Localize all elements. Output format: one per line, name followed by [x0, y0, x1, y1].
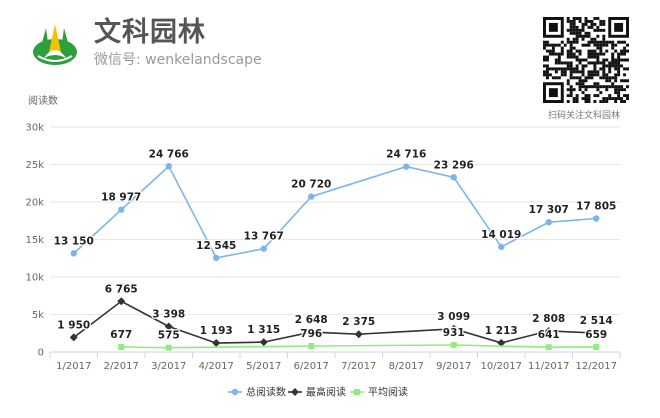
y-tick-label: 0: [38, 348, 44, 359]
y-tick-label: 20k: [25, 198, 44, 209]
data-point: [118, 343, 125, 350]
data-label: 20 720: [291, 179, 331, 191]
data-label: 931: [443, 327, 465, 339]
data-point: [545, 218, 552, 226]
data-label: 6 765: [105, 283, 138, 295]
y-tick-label: 10k: [25, 273, 44, 284]
data-point: [545, 344, 552, 351]
x-tick-label: 12/2017: [575, 361, 617, 372]
header: 文科园林 微信号: wenkelandscape 扫码关注文科园林: [0, 0, 660, 121]
data-point: [403, 163, 410, 170]
data-point: [308, 193, 315, 200]
series-line-0: [73, 165, 597, 259]
data-label: 14 019: [481, 229, 521, 241]
data-point: [165, 163, 172, 170]
data-point: [69, 333, 78, 342]
data-point: [308, 343, 315, 350]
x-tick-label: 8/2017: [389, 361, 424, 372]
qr-caption: 扫码关注文科园林: [548, 111, 621, 121]
wenke-logo-icon: [33, 24, 77, 65]
data-point: [118, 206, 125, 213]
data-label: 659: [585, 329, 607, 341]
x-tick-label: 6/2017: [294, 361, 329, 372]
data-point: [307, 328, 316, 337]
data-label: 641: [538, 329, 560, 341]
data-point: [449, 324, 458, 333]
data-point: [165, 344, 172, 351]
y-tick-label: 5k: [32, 310, 44, 321]
data-label: 17 307: [529, 204, 569, 216]
data-label: 2 808: [532, 313, 565, 325]
data-point: [593, 215, 600, 222]
data-label: 23 296: [434, 159, 474, 171]
data-label: 18 977: [101, 192, 141, 204]
data-label: 24 716: [386, 149, 426, 161]
data-label: 17 805: [576, 200, 616, 212]
x-tick-label: 5/2017: [246, 361, 281, 372]
x-tick-label: 11/2017: [528, 361, 570, 372]
data-label: 796: [300, 328, 322, 340]
series-line-2: [121, 344, 597, 349]
data-point: [213, 254, 220, 262]
data-label: 13 767: [244, 231, 284, 243]
data-label: 677: [110, 329, 132, 341]
x-tick-label: 9/2017: [436, 361, 471, 372]
x-tick-label: 4/2017: [199, 361, 234, 372]
data-label: 1 213: [485, 325, 518, 337]
data-point: [212, 339, 221, 348]
x-tick-label: 10/2017: [480, 361, 522, 372]
data-label: 1 950: [57, 319, 90, 331]
y-axis-title: 阅读数: [28, 94, 58, 107]
data-point: [450, 342, 457, 349]
x-tick-label: 1/2017: [56, 361, 91, 372]
x-tick-label: 7/2017: [341, 361, 376, 372]
data-point: [164, 322, 173, 331]
data-label: 12 545: [196, 240, 236, 252]
wechat-id: 微信号: wenkelandscape: [94, 52, 262, 68]
data-point: [117, 297, 126, 306]
data-point: [259, 338, 268, 347]
data-point: [497, 338, 506, 347]
data-label: 13 150: [54, 235, 94, 247]
legend-marker: [231, 388, 239, 396]
data-label: 2 375: [342, 316, 375, 328]
data-label: 1 193: [200, 325, 233, 337]
data-point: [592, 329, 601, 338]
legend-label: 平均阅读: [368, 386, 408, 399]
data-label: 2 514: [580, 315, 613, 327]
legend-label: 最高阅读: [306, 386, 346, 399]
y-tick-label: 25k: [25, 160, 44, 171]
data-label: 24 766: [149, 148, 189, 160]
y-tick-label: 15k: [25, 235, 44, 246]
legend-label: 总阅读数: [246, 386, 286, 399]
data-point: [498, 243, 505, 251]
data-label: 2 648: [295, 314, 328, 326]
data-point: [593, 344, 600, 351]
page-title: 文科园林: [94, 17, 206, 48]
data-point: [260, 245, 267, 252]
data-label: 575: [158, 330, 180, 342]
y-tick-label: 30k: [25, 123, 44, 134]
x-tick-label: 3/2017: [151, 361, 186, 372]
data-point: [450, 174, 457, 181]
data-label: 1 315: [247, 324, 280, 336]
legend-marker: [354, 389, 360, 395]
qr-code-icon: [543, 17, 629, 103]
data-point: [354, 330, 363, 339]
data-label: 3 398: [152, 309, 185, 321]
x-tick-label: 2/2017: [104, 361, 139, 372]
data-label: 3 099: [437, 311, 470, 323]
data-point: [70, 250, 77, 257]
data-point: [544, 326, 553, 335]
legend-marker: [291, 388, 299, 396]
